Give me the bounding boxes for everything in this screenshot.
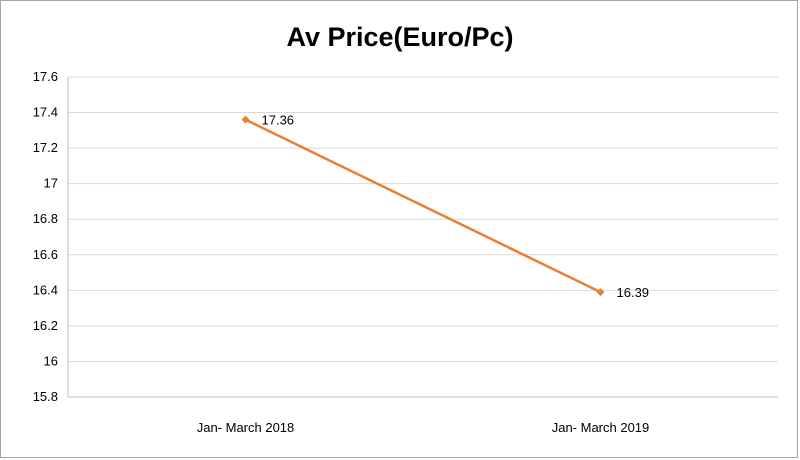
data-label-0-0: 17.36 — [262, 113, 295, 128]
chart-title: Av Price(Euro/Pc) — [286, 22, 513, 52]
data-point-0-1 — [596, 288, 605, 297]
series-group: 17.36 16.39 — [241, 113, 650, 300]
y-tick-label-6: 17 — [44, 176, 58, 191]
x-axis-categories: Jan- March 2018 Jan- March 2019 — [197, 420, 650, 435]
y-tick-label-5: 16.8 — [33, 211, 58, 226]
y-tick-label-7: 17.2 — [33, 140, 58, 155]
data-label-0-1: 16.39 — [617, 285, 650, 300]
series-line-0 — [244, 118, 602, 294]
y-tick-label-4: 16.6 — [33, 247, 58, 262]
y-tick-label-9: 17.6 — [33, 69, 58, 84]
x-category-label-0: Jan- March 2018 — [197, 420, 295, 435]
y-tick-label-0: 15.8 — [33, 389, 58, 404]
y-tick-label-1: 16 — [44, 353, 58, 368]
y-tick-label-8: 17.4 — [33, 105, 58, 120]
data-point-0-0 — [241, 115, 250, 124]
y-tick-label-3: 16.4 — [33, 282, 58, 297]
x-category-label-1: Jan- March 2019 — [552, 420, 650, 435]
gridlines — [67, 76, 778, 398]
y-axis-ticks: 15.8 16 16.2 16.4 16.6 16.8 17 17.2 17.4 17.6 — [33, 69, 58, 404]
y-tick-label-2: 16.2 — [33, 318, 58, 333]
